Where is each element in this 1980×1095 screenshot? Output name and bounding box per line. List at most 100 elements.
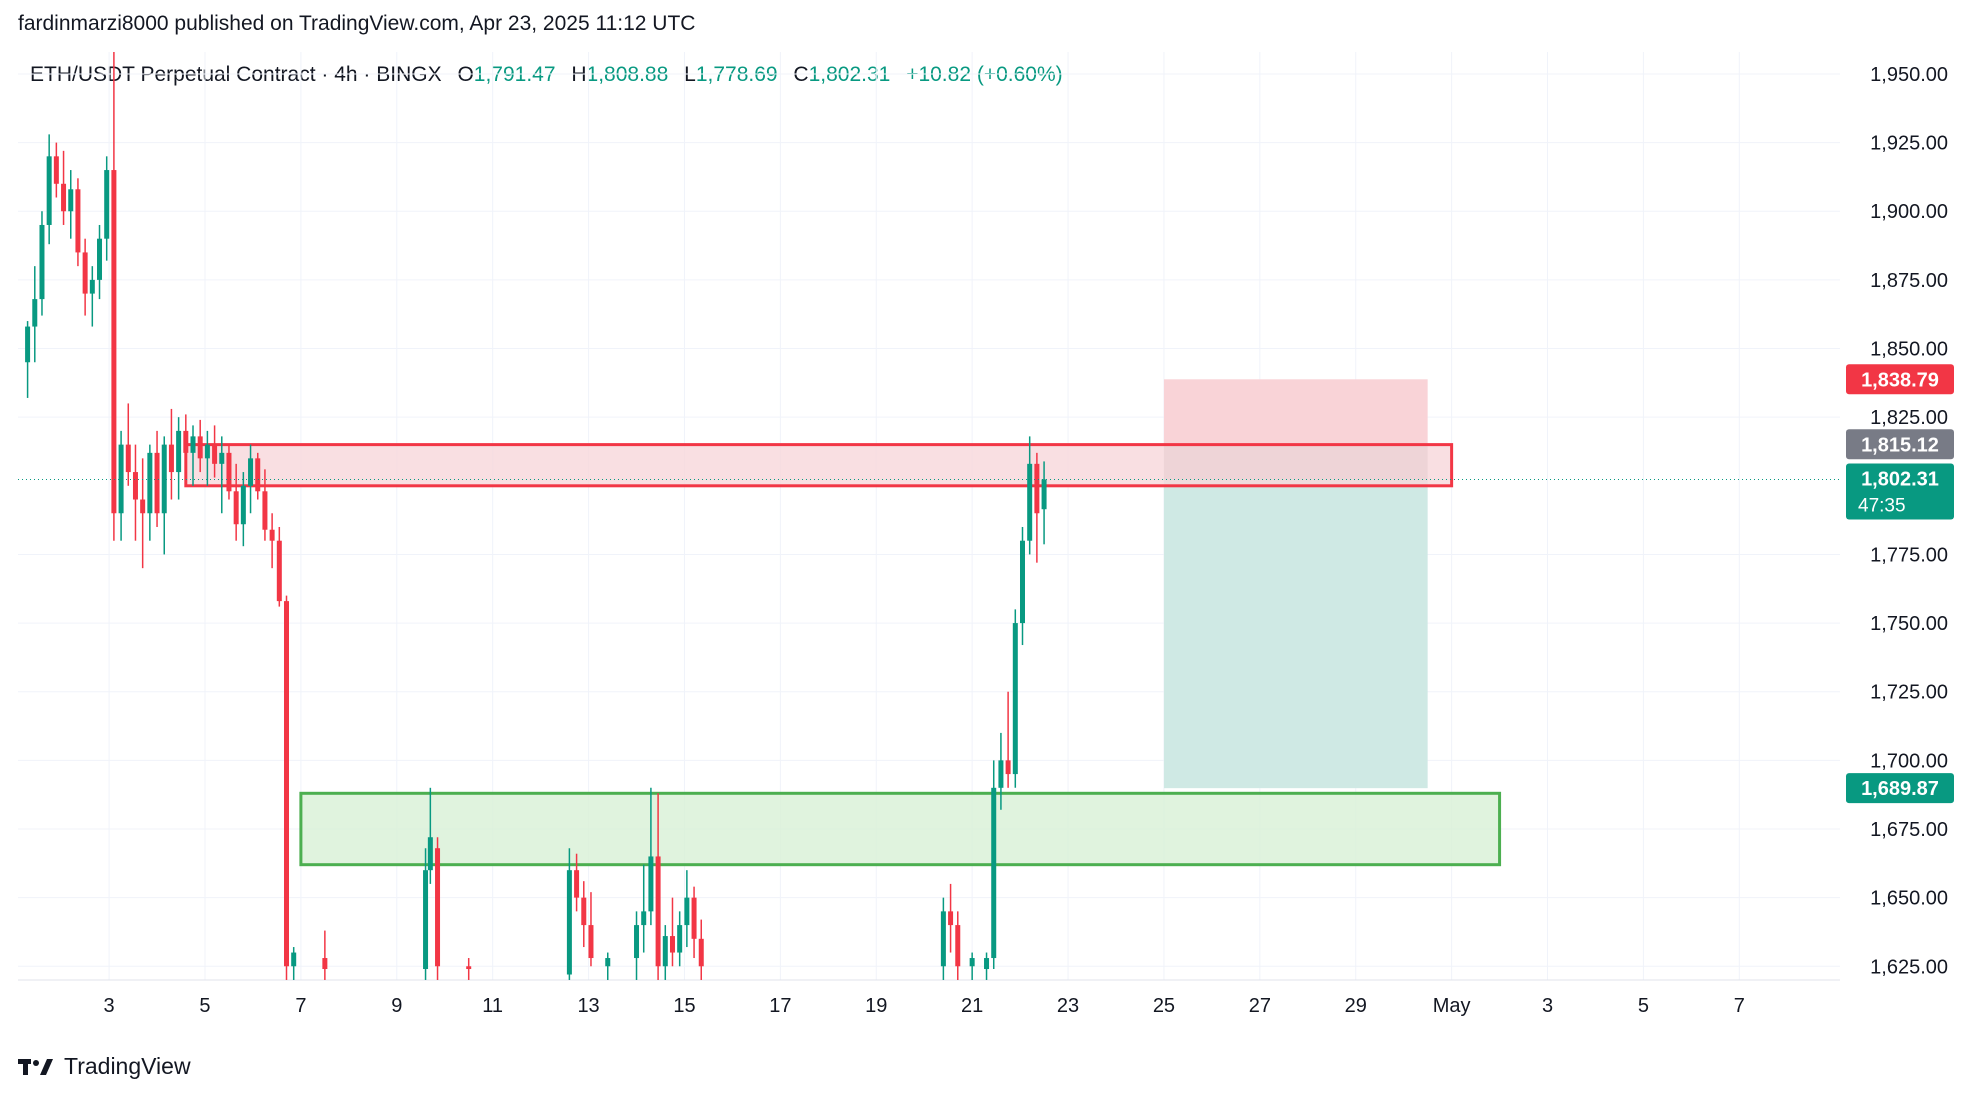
candle bbox=[190, 425, 196, 486]
close-label: C bbox=[793, 63, 809, 86]
candle-body bbox=[75, 189, 81, 253]
candle-body bbox=[240, 485, 246, 525]
candle-body bbox=[32, 299, 38, 327]
candle bbox=[291, 947, 297, 980]
x-tick-label: 7 bbox=[1734, 995, 1745, 1017]
x-tick-label: 27 bbox=[1249, 995, 1271, 1017]
price-tag-background bbox=[1846, 429, 1954, 460]
candle bbox=[984, 952, 990, 980]
candle-body bbox=[641, 911, 647, 926]
x-tick-label: 29 bbox=[1345, 995, 1367, 1017]
publisher-line: fardinmarzi8000 published on TradingView… bbox=[18, 12, 696, 35]
y-tick-label: 1,750.00 bbox=[1870, 613, 1948, 635]
x-tick-label: 23 bbox=[1057, 995, 1079, 1017]
candle-body bbox=[677, 925, 683, 953]
x-tick-label: 13 bbox=[577, 995, 599, 1017]
price-tag-countdown: 47:35 bbox=[1858, 495, 1906, 516]
y-tick-label: 1,775.00 bbox=[1870, 544, 1948, 566]
candle-body bbox=[219, 452, 225, 464]
candle bbox=[1034, 452, 1040, 563]
candle bbox=[691, 886, 697, 959]
candle bbox=[955, 911, 961, 980]
candle-body bbox=[132, 472, 138, 500]
candle bbox=[147, 444, 153, 541]
candle bbox=[104, 156, 110, 261]
candle-body bbox=[61, 183, 67, 212]
candle bbox=[25, 321, 31, 398]
candle bbox=[948, 883, 954, 953]
candle bbox=[118, 430, 124, 541]
candle bbox=[466, 958, 472, 980]
candle-body bbox=[435, 848, 441, 967]
candle bbox=[269, 513, 275, 569]
high-label: H bbox=[571, 63, 587, 86]
candle bbox=[212, 425, 218, 478]
candle bbox=[89, 266, 95, 327]
candle-body bbox=[984, 958, 990, 970]
candle bbox=[262, 469, 268, 541]
symbol-label[interactable]: ETH/USDT Perpetual Contract · 4h · BINGX bbox=[30, 63, 442, 86]
candle-body bbox=[423, 870, 429, 970]
candle bbox=[566, 848, 572, 980]
candle-body bbox=[581, 897, 587, 926]
y-tick-label: 1,725.00 bbox=[1870, 682, 1948, 704]
y-tick-label: 1,675.00 bbox=[1870, 819, 1948, 841]
candle-body bbox=[82, 252, 88, 294]
candle-body bbox=[46, 156, 52, 225]
x-tick-label: 15 bbox=[673, 995, 695, 1017]
candle bbox=[427, 787, 433, 884]
candle bbox=[284, 595, 290, 980]
support-zone bbox=[299, 791, 1502, 867]
price-chart[interactable]: 1,950.00 1,925.00 1,900.00 1,875.00 1,850.00… bbox=[0, 0, 1980, 1040]
brand-name: TradingView bbox=[64, 1053, 191, 1079]
candle bbox=[1027, 436, 1033, 555]
candle-body bbox=[233, 491, 239, 525]
x-tick-label: May bbox=[1433, 995, 1471, 1017]
candle-body bbox=[669, 936, 675, 953]
candle-body bbox=[248, 458, 254, 486]
candle-body bbox=[89, 279, 95, 294]
candle-body bbox=[998, 760, 1004, 788]
candle-body bbox=[940, 911, 946, 967]
x-tick-label: 5 bbox=[1638, 995, 1649, 1017]
x-tick-label: 9 bbox=[391, 995, 402, 1017]
candle-body bbox=[605, 958, 611, 967]
candle bbox=[204, 430, 210, 486]
x-tick-label: 19 bbox=[865, 995, 887, 1017]
candle bbox=[605, 952, 611, 980]
brand-footer[interactable]: TradingView bbox=[18, 1053, 191, 1080]
candle-body bbox=[262, 491, 268, 530]
tradingview-logo-icon bbox=[18, 1058, 53, 1075]
candle-body bbox=[168, 444, 174, 473]
candle bbox=[698, 919, 704, 980]
change-value: +10.82 (+0.60%) bbox=[906, 63, 1063, 86]
y-tick-label: 1,700.00 bbox=[1870, 750, 1948, 772]
candle bbox=[1041, 461, 1047, 545]
candle bbox=[39, 211, 45, 316]
candle bbox=[197, 419, 203, 473]
candle-body bbox=[1041, 479, 1047, 510]
candle bbox=[423, 848, 429, 980]
candle-body bbox=[25, 326, 31, 363]
candle bbox=[111, 52, 117, 541]
candle-body bbox=[204, 444, 210, 459]
candle-body bbox=[588, 925, 594, 959]
candle bbox=[75, 178, 81, 267]
stop-loss-zone bbox=[1163, 379, 1428, 445]
candle bbox=[991, 760, 997, 970]
candle-body bbox=[276, 540, 282, 602]
candle bbox=[655, 793, 661, 980]
candle-body bbox=[427, 837, 433, 871]
candle bbox=[248, 444, 254, 514]
price-tag-label: 1,838.79 bbox=[1861, 369, 1939, 391]
close-value: 1,802.31 bbox=[808, 63, 891, 86]
candle-body bbox=[284, 601, 290, 967]
candle-body bbox=[212, 444, 218, 464]
candle-body bbox=[969, 958, 975, 967]
take-profit-zone bbox=[1163, 479, 1428, 789]
candle bbox=[574, 853, 580, 912]
candle bbox=[219, 436, 225, 514]
candle bbox=[581, 881, 587, 948]
candle bbox=[641, 864, 647, 953]
x-tick-label: 5 bbox=[199, 995, 210, 1017]
